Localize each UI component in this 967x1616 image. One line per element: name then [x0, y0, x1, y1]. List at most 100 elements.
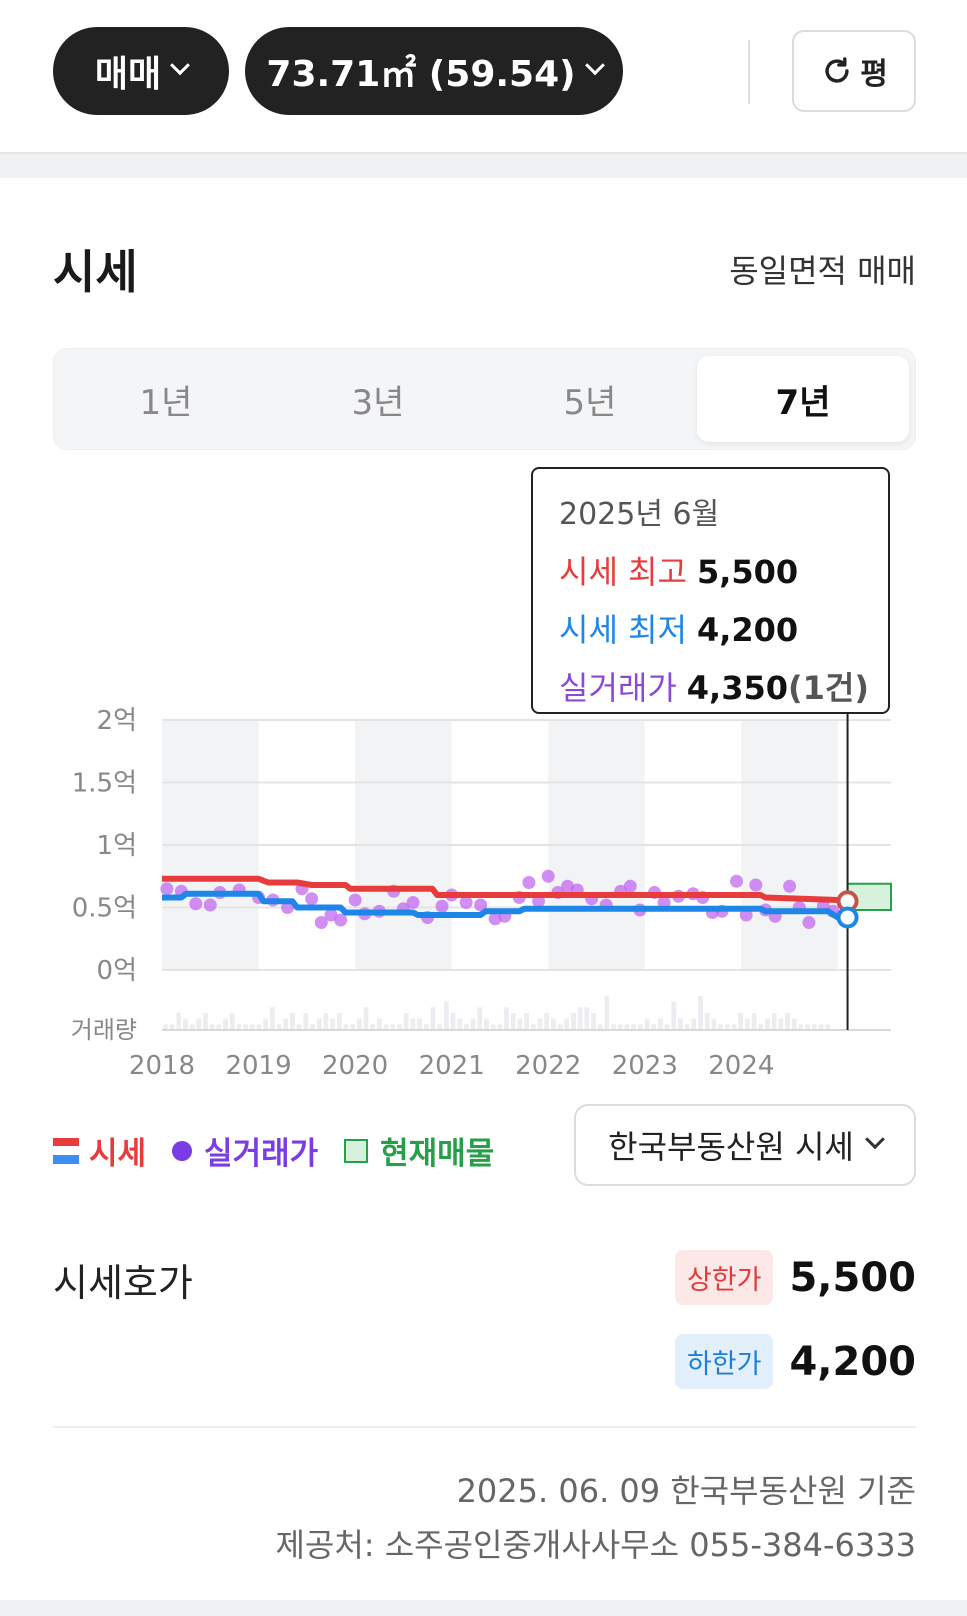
volume-bar	[778, 1018, 784, 1030]
refresh-icon	[825, 57, 849, 83]
chart-tooltip: 2025년 6월 시세 최고 5,500 시세 최저 4,200 실거래가 4,350…	[531, 467, 890, 714]
divider	[53, 1426, 916, 1428]
unit-toggle-button[interactable]: 평	[792, 30, 916, 112]
listing-box-icon	[344, 1138, 369, 1163]
price-source-dropdown[interactable]: 한국부동산원 시세	[574, 1104, 916, 1186]
volume-bar	[557, 1024, 563, 1030]
volume-bar	[169, 1024, 175, 1030]
x-tick-label: 2018	[129, 1051, 195, 1080]
volume-bar	[270, 1007, 275, 1030]
area-dropdown[interactable]: 73.71㎡ (59.54)	[245, 27, 623, 115]
volume-bar	[684, 1024, 690, 1030]
y-tick-label: 1억	[97, 831, 137, 861]
volume-bar	[464, 1024, 469, 1030]
volume-bar	[611, 1024, 616, 1030]
x-tick-label: 2022	[515, 1051, 581, 1080]
x-tick-label: 2019	[225, 1051, 291, 1080]
deal-point	[314, 916, 328, 929]
volume-bar	[397, 1024, 402, 1030]
volume-bar	[584, 1007, 590, 1030]
chart-legend: 시세 실거래가 현재매물	[53, 1128, 520, 1173]
tab-3-year[interactable]: 3년	[351, 382, 405, 423]
volume-bar	[751, 1013, 757, 1030]
deal-point	[435, 899, 449, 913]
volume-bar	[765, 1018, 770, 1030]
volume-bar	[357, 1018, 362, 1030]
tab-7-year[interactable]: 7년	[697, 356, 909, 442]
legend-deal: 실거래가	[172, 1128, 318, 1173]
volume-bar	[430, 1007, 436, 1030]
tab-1-year[interactable]: 1년	[139, 382, 193, 423]
volume-bar	[604, 996, 610, 1030]
area-label: 73.71㎡ (59.54)	[266, 54, 576, 95]
volume-bar	[249, 1024, 255, 1030]
volume-bar	[637, 1024, 643, 1030]
legend-price-label: 시세	[89, 1136, 147, 1172]
volume-bar	[236, 1024, 242, 1030]
legend-price: 시세	[53, 1128, 146, 1173]
deal-type-dropdown[interactable]: 매매	[53, 27, 229, 115]
volume-bar	[216, 1024, 222, 1030]
deal-point	[474, 898, 488, 912]
tooltip-max-value: 5,500	[696, 553, 799, 591]
y-tick-label: 0.5억	[72, 894, 137, 924]
upper-badge: 상한가	[674, 1250, 774, 1305]
volume-bar	[290, 1013, 295, 1030]
lower-price-line	[162, 890, 848, 921]
section-title: 시세	[53, 245, 138, 299]
volume-bar	[825, 1024, 830, 1030]
top-filter-bar: 매매 73.71㎡ (59.54) 평	[0, 0, 967, 152]
price-source-label: 한국부동산원 시세	[608, 1128, 854, 1166]
deal-point	[730, 874, 744, 888]
volume-bar	[370, 1024, 376, 1030]
volume-bar	[209, 1024, 215, 1030]
deal-point	[749, 878, 763, 892]
volume-bar	[771, 1013, 777, 1030]
volume-bar	[477, 1007, 483, 1030]
volume-bar	[390, 1024, 396, 1030]
lower-price-row: 하한가 4,200	[674, 1334, 916, 1389]
deal-point	[657, 896, 671, 909]
volume-bar	[350, 1024, 356, 1030]
deal-point	[305, 892, 319, 906]
legend-deal-label: 실거래가	[204, 1136, 319, 1172]
volume-bar	[785, 1013, 790, 1030]
deal-point	[406, 896, 420, 909]
volume-bar	[443, 1001, 449, 1030]
tooltip-max-row: 시세 최고 5,500	[559, 547, 862, 593]
deal-point	[348, 893, 362, 907]
volume-bar	[544, 1013, 550, 1030]
deal-dot-icon	[172, 1140, 193, 1161]
basis-date-text: 2025. 06. 09 한국부동산원 기준	[456, 1472, 916, 1510]
volume-bar	[410, 1018, 416, 1030]
volume-bar	[551, 1018, 556, 1030]
chevron-down-icon	[584, 55, 605, 76]
volume-bar	[296, 1024, 302, 1030]
bottom-separator	[0, 1600, 967, 1616]
volume-bar	[437, 1024, 442, 1030]
volume-bar	[450, 1013, 456, 1030]
volume-bar	[510, 1013, 516, 1030]
deal-point	[203, 898, 217, 912]
volume-bar	[731, 1024, 737, 1030]
volume-bar	[243, 1024, 248, 1030]
volume-bar	[363, 1007, 369, 1030]
volume-bar	[818, 1024, 824, 1030]
tab-5-year[interactable]: 5년	[563, 382, 617, 423]
deal-point	[189, 897, 203, 911]
section-subtitle: 동일면적 매매	[729, 252, 916, 290]
volume-bar	[189, 1024, 195, 1030]
volume-bar	[631, 1024, 636, 1030]
deal-point	[541, 869, 555, 883]
volume-bar	[704, 1013, 710, 1030]
hoga-title: 시세호가	[53, 1261, 193, 1305]
lower-badge: 하한가	[674, 1334, 774, 1389]
tooltip-deal-count: (1건)	[787, 669, 869, 707]
x-tick-label: 2023	[612, 1051, 678, 1080]
volume-bar	[323, 1013, 329, 1030]
unit-toggle-label: 평	[860, 57, 888, 92]
volume-bar	[664, 1024, 670, 1030]
volume-bar	[564, 1018, 570, 1030]
upper-price-row: 상한가 5,500	[674, 1250, 916, 1305]
